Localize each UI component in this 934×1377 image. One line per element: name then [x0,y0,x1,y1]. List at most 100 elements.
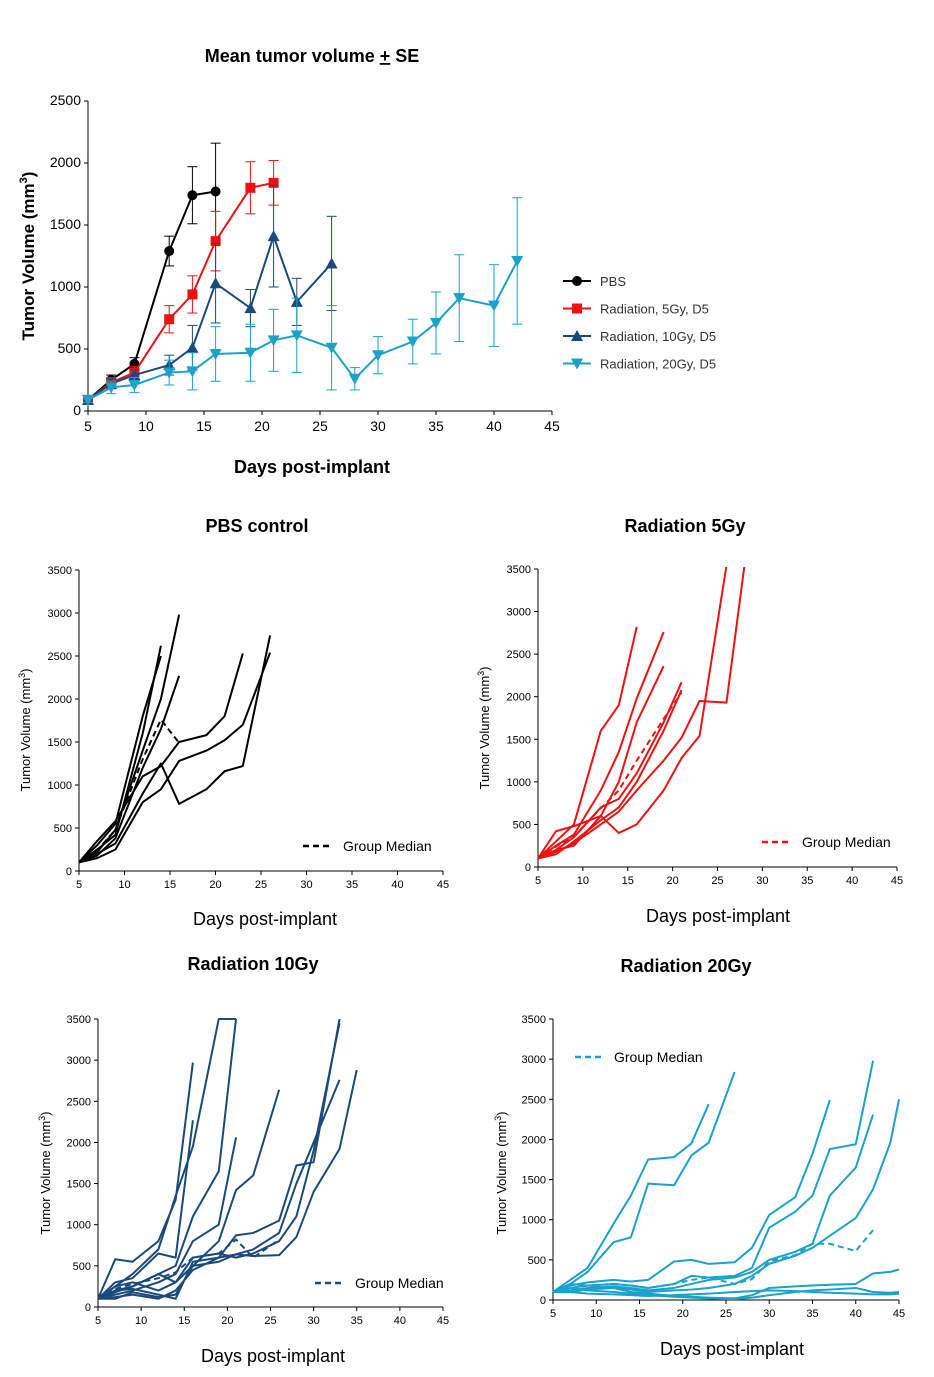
pbs-control-x-tick-label: 45 [437,879,449,891]
radiation-5gy-y-tick-label: 3500 [507,564,531,576]
radiation-5gy-legend-label: Group Median [802,834,891,850]
radiation-10gy-y-tick-label: 3000 [67,1055,91,1067]
pbs-control-animal-line [78,614,181,864]
pbs-control-x-tick-label: 30 [300,879,312,891]
radiation-20gy-x-tick-label: 20 [677,1308,689,1320]
radiation-10gy-x-label: Days post-implant [201,1346,345,1366]
radiation-10gy-legend-label: Group Median [355,1275,444,1291]
mean-volume-point [325,257,338,269]
radiation-20gy-animal-line [553,1289,900,1297]
mean-volume-point [163,367,176,379]
pbs-control-legend: Group Median [303,838,432,854]
mean-volume-point [325,342,338,354]
radiation-10gy-animal-line [97,1018,236,1300]
radiation-10gy-y-tick-label: 2000 [67,1137,91,1149]
mean-volume-x-tick-label: 10 [138,418,154,434]
pbs-control-y-tick-label: 1500 [48,737,72,749]
radiation-10gy-x-tick-label: 20 [221,1315,233,1327]
mean-volume-series-1 [83,160,279,405]
radiation-10gy-x-tick-label: 45 [437,1315,449,1327]
mean-volume-legend-marker [572,303,582,314]
radiation-5gy-x-tick-label: 5 [535,875,541,887]
radiation-10gy-median-line [97,1238,280,1300]
radiation-5gy-plot-area [537,567,746,860]
radiation-20gy-y-tick-label: 0 [540,1295,546,1307]
radiation-10gy-animal-line [97,1120,194,1300]
mean-volume-plot-area [82,142,524,406]
radiation-5gy-animal-line [537,689,683,860]
radiation-10gy-x-tick-label: 35 [351,1315,363,1327]
mean-volume-y-tick-label: 2000 [50,154,81,170]
mean-volume-point [267,230,280,242]
radiation-20gy-x-tick-label: 15 [633,1308,645,1320]
pbs-control-animal-line [78,655,162,864]
pbs-control-legend-label: Group Median [343,838,432,854]
pbs-control-y-tick-label: 2500 [48,651,72,663]
pbs-control-median-line [78,717,180,864]
radiation-5gy-y-tick-label: 500 [513,819,531,831]
mean-volume-legend-marker [571,330,583,341]
radiation-5gy-y-tick-label: 3000 [507,607,531,619]
radiation-20gy-legend-label: Group Median [614,1049,703,1065]
mean-volume-legend-marker [571,358,583,370]
radiation-20gy-x-tick-label: 35 [806,1308,818,1320]
mean-volume-point [187,190,198,201]
radiation-10gy-x-tick-label: 10 [135,1315,147,1327]
radiation-5gy-x-tick-label: 10 [577,875,589,887]
pbs-control-y-tick-label: 0 [66,866,72,878]
pbs-control-x-tick-label: 10 [118,879,130,891]
radiation-5gy-x-tick-label: 35 [801,875,813,887]
radiation-20gy-x-tick-label: 10 [590,1308,602,1320]
pbs-control-y-tick-label: 1000 [48,780,72,792]
pbs-control-y-tick-label: 3500 [48,565,72,577]
mean-volume-title: Mean tumor volume + SE [205,46,420,66]
pbs-control-x-tick-label: 5 [76,879,82,891]
radiation-10gy-x-tick-label: 25 [264,1315,276,1327]
pbs-control-y-tick-label: 2000 [48,694,72,706]
pbs-control-y-label: Tumor Volume (mm3) [17,668,33,791]
radiation-10gy-y-tick-label: 2500 [67,1096,91,1108]
mean-volume-x-tick-label: 40 [486,418,502,434]
mean-volume-axes: 5 10 15 20 25 30 35 40 45 0 500 1000 1500 2000 2500 [50,92,560,434]
radiation-5gy-animal-line [537,567,746,860]
radiation-20gy-median-line [552,1229,874,1293]
radiation-20gy-y-tick-label: 3500 [522,1014,546,1026]
radiation-20gy-axes: 5 10 15 20 25 30 35 40 45 0 500 1000 1500 2000 2500 300… [522,1014,906,1320]
mean-volume-x-tick-label: 35 [428,418,444,434]
mean-volume-legend-label: Radiation, 5Gy, D5 [600,302,709,317]
radiation-5gy-y-label: Tumor Volume (mm3) [476,666,492,789]
radiation-10gy-x-tick-label: 5 [95,1315,101,1327]
radiation-20gy-title: Radiation 20Gy [620,956,751,976]
mean-volume-x-tick-label: 5 [84,418,92,434]
pbs-control-x-tick-label: 35 [346,879,358,891]
mean-volume-point [348,373,361,385]
mean-volume-series-3 [82,197,524,406]
radiation-20gy-x-tick-label: 5 [550,1308,556,1320]
radiation-5gy-animal-line [537,665,665,860]
pbs-control-x-tick-label: 40 [391,879,403,891]
mean-volume-point [372,350,384,362]
mean-volume-point [164,314,175,325]
radiation-5gy-x-tick-label: 30 [756,875,768,887]
radiation-5gy-clipped-lines [537,567,746,860]
mean-volume-x-tick-label: 30 [370,418,386,434]
radiation-5gy-x-tick-label: 15 [622,875,634,887]
radiation-20gy-x-tick-label: 45 [893,1308,905,1320]
radiation-20gy-legend: Group Median [575,1049,703,1065]
radiation-20gy-x-tick-label: 30 [763,1308,775,1320]
radiation-20gy-y-label: Tumor Volume (mm3) [493,1111,509,1234]
mean-volume-y-tick-label: 1500 [50,216,81,232]
radiation-5gy-y-tick-label: 1000 [507,777,531,789]
mean-volume-y-label: Tumor Volume (mm3) [18,172,38,341]
mean-volume-point [186,341,199,353]
mean-volume-point [290,330,303,342]
mean-volume-point [164,246,175,257]
radiation-10gy-y-tick-label: 0 [85,1302,91,1314]
radiation-10gy-x-tick-label: 30 [308,1315,320,1327]
radiation-10gy-animal-line [97,1089,281,1300]
radiation-20gy-plot-area [552,1060,900,1300]
radiation-5gy-x-tick-label: 20 [667,875,679,887]
radiation-10gy-y-tick-label: 500 [73,1261,91,1273]
mean-volume-legend-label: Radiation, 20Gy, D5 [600,357,716,372]
radiation-10gy-legend: Group Median [315,1275,444,1291]
